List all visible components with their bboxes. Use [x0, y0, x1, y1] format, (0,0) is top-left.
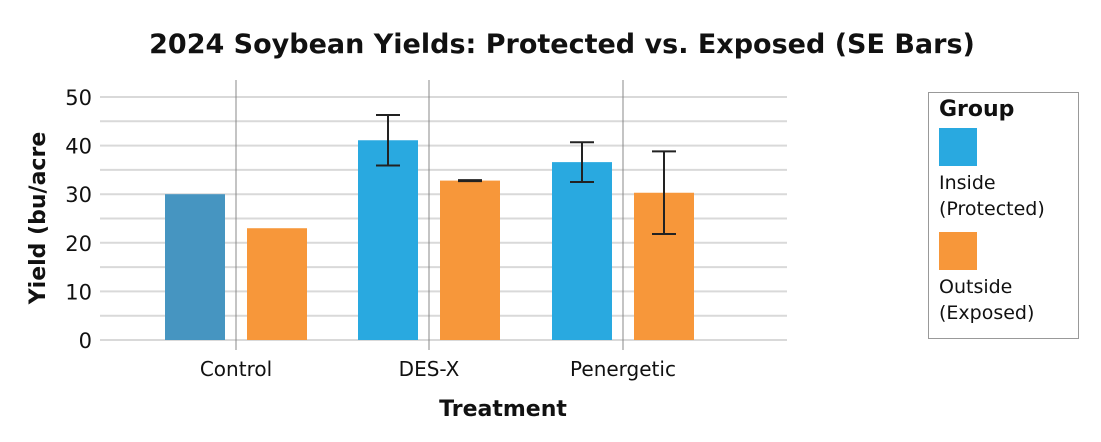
legend-swatch-outside — [939, 232, 977, 270]
y-tick-label: 30 — [65, 183, 92, 207]
x-axis-label: Treatment — [439, 397, 567, 422]
bar-control-outside — [247, 228, 307, 340]
y-tick-label: 20 — [65, 232, 92, 256]
y-axis-label: Yield (bu/acre — [26, 132, 51, 306]
y-tick-label: 50 — [65, 86, 92, 110]
y-tick-label: 0 — [79, 329, 92, 353]
legend-swatch-inside — [939, 128, 977, 166]
x-tick-label: Control — [200, 357, 272, 381]
bar-des-x-inside — [358, 140, 418, 340]
y-tick-label: 40 — [65, 135, 92, 159]
bar-control-inside — [165, 194, 225, 340]
legend: Group Inside (Protected) Outside (Expose… — [928, 92, 1079, 339]
legend-label-outside: Outside (Exposed) — [939, 276, 1035, 324]
legend-label-inside: Inside (Protected) — [939, 172, 1045, 220]
chart-title: 2024 Soybean Yields: Protected vs. Expos… — [149, 29, 975, 60]
bar-des-x-outside — [440, 180, 500, 340]
x-tick-label: DES-X — [399, 357, 460, 381]
x-tick-label: Penergetic — [570, 357, 676, 381]
legend-title: Group — [939, 97, 1015, 122]
bar-penergetic-inside — [552, 162, 612, 340]
y-tick-label: 10 — [65, 280, 92, 304]
